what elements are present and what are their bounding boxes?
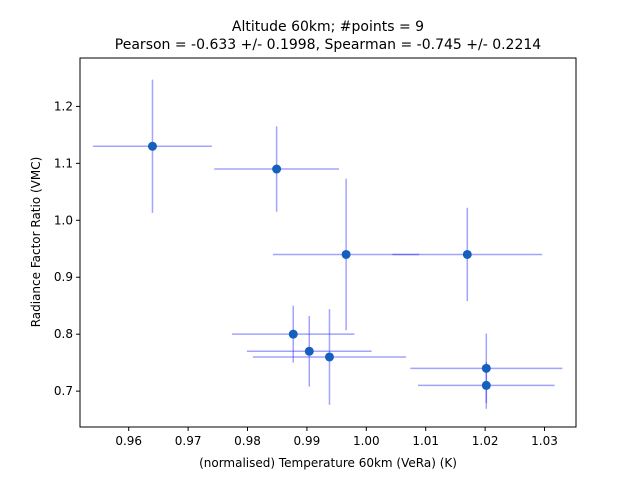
data-point-4 [462, 249, 472, 259]
x-tick-label: 0.96 [115, 434, 142, 448]
x-tick-label: 1.00 [353, 434, 380, 448]
x-tick-label: 0.97 [175, 434, 202, 448]
data-point-1 [147, 141, 157, 151]
x-tick-label: 1.02 [472, 434, 499, 448]
data-point-8 [481, 363, 491, 373]
data-points [147, 141, 491, 390]
data-point-2 [272, 164, 282, 174]
y-tick-label: 1.1 [54, 156, 73, 170]
chart-title-line2: Pearson = -0.633 +/- 0.1998, Spearman = … [115, 37, 541, 53]
data-point-7 [324, 352, 334, 362]
x-tick-label: 0.99 [294, 434, 321, 448]
chart-title-line1: Altitude 60km; #points = 9 [232, 19, 424, 35]
data-point-6 [304, 346, 314, 356]
y-tick-label: 0.7 [54, 384, 73, 398]
y-tick-label: 1.2 [54, 99, 73, 113]
x-axis-label: (normalised) Temperature 60km (VeRa) (K) [199, 456, 457, 470]
y-tick-label: 0.8 [54, 327, 73, 341]
x-tick-label: 1.01 [412, 434, 439, 448]
data-point-5 [288, 329, 298, 339]
y-axis-label: Radiance Factor Ratio (VMC) [29, 157, 43, 328]
plot-area-frame [79, 57, 577, 428]
y-tick-label: 1.0 [54, 213, 73, 227]
x-axis-ticks: 0.96 0.97 0.98 0.99 1.00 1.01 1.02 1.03 [115, 427, 558, 448]
data-point-3 [341, 249, 351, 259]
data-point-9 [481, 380, 491, 390]
x-tick-label: 1.03 [531, 434, 558, 448]
x-tick-label: 0.98 [234, 434, 261, 448]
y-tick-label: 0.9 [54, 270, 73, 284]
y-axis-ticks: 0.7 0.8 0.9 1.0 1.1 1.2 [54, 99, 80, 398]
